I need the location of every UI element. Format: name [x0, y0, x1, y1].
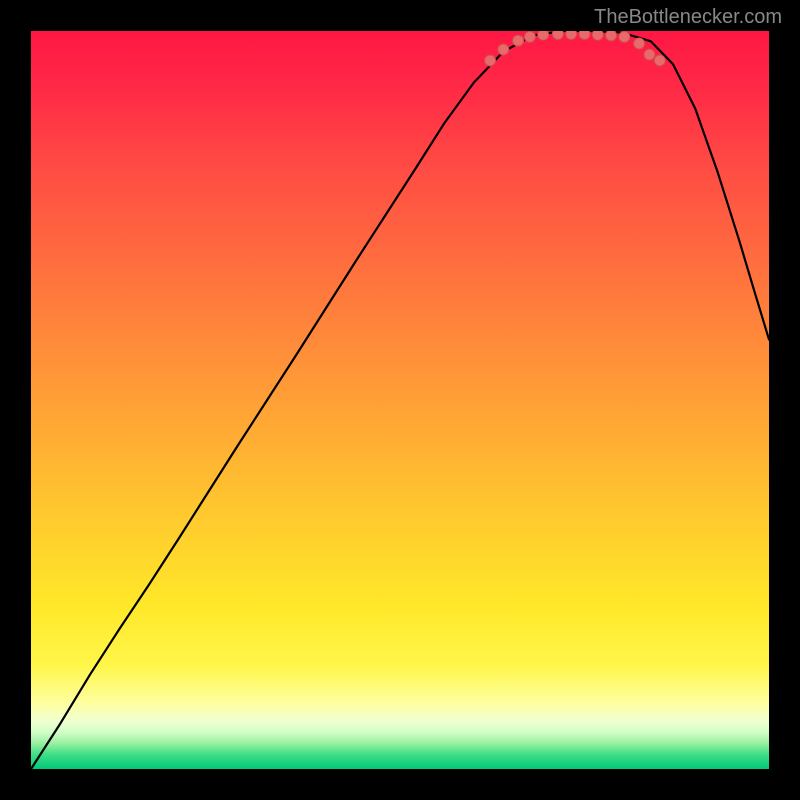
chart-container: TheBottlenecker.com	[0, 0, 800, 800]
marker-point	[513, 35, 524, 46]
marker-point	[606, 31, 617, 41]
marker-point	[634, 38, 645, 49]
marker-point	[552, 31, 563, 39]
marker-point	[524, 31, 535, 42]
marker-point	[592, 31, 603, 40]
chart-svg	[31, 31, 769, 769]
marker-point	[538, 31, 549, 40]
marker-point	[654, 55, 665, 66]
gradient-background	[31, 31, 769, 769]
watermark-text: TheBottlenecker.com	[594, 6, 782, 29]
marker-point	[579, 31, 590, 39]
marker-point	[566, 31, 577, 39]
marker-point	[498, 44, 509, 55]
plot-area	[31, 31, 769, 769]
marker-point	[619, 31, 630, 42]
marker-point	[485, 55, 496, 66]
marker-point	[644, 49, 655, 60]
